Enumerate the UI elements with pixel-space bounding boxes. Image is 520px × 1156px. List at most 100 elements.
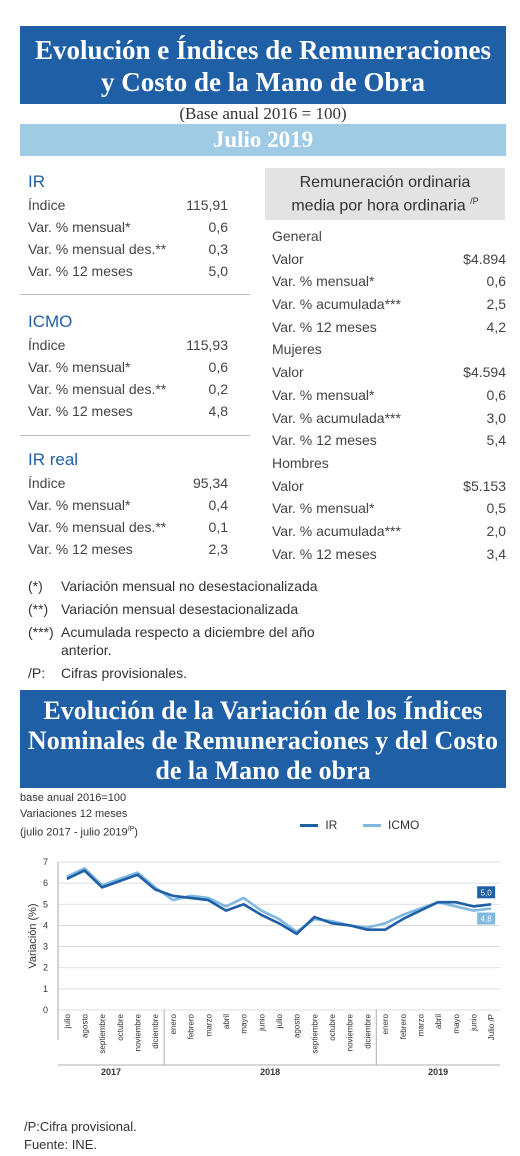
table-row: Var. % acumulada*** 3,0 xyxy=(272,409,506,426)
table-row: Var. % 12 meses 4,8 xyxy=(28,403,228,419)
x-tick-label: mayo xyxy=(240,1013,249,1033)
x-tick-label: junio xyxy=(469,1013,478,1031)
table-row: Var. % mensual* 0,6 xyxy=(28,219,228,235)
table-row: Var. % mensual des.** 0,1 xyxy=(28,519,228,535)
group-label-general: General xyxy=(272,228,322,244)
divider xyxy=(20,435,250,436)
footer-source: Fuente: INE. xyxy=(24,1137,97,1152)
year-label: 2019 xyxy=(428,1067,448,1077)
y-tick-label: 7 xyxy=(43,857,48,867)
y-tick-label: 2 xyxy=(43,963,48,973)
x-tick-label: octubre xyxy=(328,1013,337,1040)
x-tick-label: enero xyxy=(169,1013,178,1034)
y-axis: 0 1 2 3 4 5 6 7 Variación (%) xyxy=(27,857,59,1040)
chart-grid xyxy=(58,861,500,1011)
x-tick-label: diciembre xyxy=(363,1013,372,1048)
table-row: Var. % 12 meses 2,3 xyxy=(28,541,228,557)
x-tick-label: agosto xyxy=(81,1013,90,1038)
footnotes: (*) Variación mensual no desestacionaliza… xyxy=(28,577,498,687)
chart-meta-period: (julio 2017 - julio 2019/P) xyxy=(20,826,138,839)
series-line-ir xyxy=(66,869,492,936)
remuneracion-title-line2: media por hora ordinaria xyxy=(291,197,466,215)
table-row: Valor $5.153 xyxy=(272,477,506,494)
chart-title-line3: de la Mano de obra xyxy=(155,756,371,785)
table-row: Var. % mensual* 0,6 xyxy=(28,359,228,375)
main-title-line1: Evolución e Índices de Remuneraciones xyxy=(35,35,491,65)
end-labels: 5,0 4,8 xyxy=(477,886,496,925)
x-tick-label: marzo xyxy=(204,1013,213,1036)
icmo-title: ICMO xyxy=(28,312,73,331)
table-row: Var. % mensual des.** 0,3 xyxy=(28,241,228,257)
year-label: 2017 xyxy=(101,1067,121,1077)
table-row: Var. % acumulada*** 2,0 xyxy=(272,522,506,539)
x-tick-label: marzo xyxy=(416,1013,425,1036)
chart-series xyxy=(66,866,492,936)
x-tick-label: Julio /P xyxy=(487,1014,496,1040)
line-chart: 0 1 2 3 4 5 6 7 Variación (%) julio agosto septiem… xyxy=(27,857,500,1077)
remuneracion-header: Remuneración ordinaria media por hora or… xyxy=(265,168,505,220)
x-tick-label: octubre xyxy=(116,1013,125,1040)
table-row: Var. % 12 meses 5,4 xyxy=(272,432,506,449)
y-tick-label: 5 xyxy=(43,899,48,909)
y-axis-label: Variación (%) xyxy=(27,903,39,968)
legend-swatch-icmo xyxy=(362,824,381,828)
table-row: Var. % acumulada*** 2,5 xyxy=(272,296,506,313)
x-tick-label: noviembre xyxy=(346,1013,355,1051)
x-tick-label: abril xyxy=(434,1014,443,1029)
table-row: Var. % mensual* 0,5 xyxy=(272,500,506,517)
x-tick-label: diciembre xyxy=(151,1013,160,1048)
table-row: Var. % mensual* 0,6 xyxy=(272,273,506,290)
x-tick-label: agosto xyxy=(293,1013,302,1038)
end-label-icmo: 4,8 xyxy=(481,915,493,924)
remuneracion-table: General Valor $4.894 Var. % mensual* 0,6 V… xyxy=(272,225,506,565)
legend-label-ir: IR xyxy=(325,818,338,832)
footer-note: /P:Cifra provisional. xyxy=(24,1119,137,1134)
chart-title-line2: Nominales de Remuneraciones y del Costo xyxy=(27,726,499,755)
ir-real-block: IR real Índice 95,34 Var. % mensual* 0,4 V… xyxy=(28,450,228,560)
table-row: Var. % mensual* 0,6 xyxy=(272,386,506,403)
ir-real-title: IR real xyxy=(28,450,79,469)
year-label: 2018 xyxy=(260,1067,280,1077)
x-tick-label: febrero xyxy=(187,1013,196,1039)
end-label-box-icmo xyxy=(477,912,496,925)
table-row: Índice 95,34 xyxy=(28,475,228,491)
table-row: Var. % mensual des.** 0,2 xyxy=(28,381,228,397)
table-row: Var. % mensual* 0,4 xyxy=(28,497,228,513)
table-row: Índice 115,93 xyxy=(28,337,228,353)
table-row: Var. % 12 meses 4,2 xyxy=(272,318,506,335)
chart-title-banner: Evolución de la Variación de los Índices… xyxy=(20,690,506,788)
x-tick-label: septiembre xyxy=(310,1013,319,1053)
y-tick-label: 1 xyxy=(43,984,48,994)
series-line-icmo xyxy=(66,866,492,934)
footnote: (*) Variación mensual no desestacionaliza… xyxy=(28,578,318,594)
chart-meta-base: base anual 2016=100 xyxy=(20,792,127,804)
chart-meta-variation: Variaciones 12 meses xyxy=(20,808,128,820)
group-label-mujeres: Mujeres xyxy=(272,341,322,358)
footnote: (***) Acumulada respecto a diciembre del … xyxy=(28,624,315,658)
chart-title-line1: Evolución de la Variación de los Índices xyxy=(43,696,483,725)
group-label-hombres: Hombres xyxy=(272,454,329,471)
table-row: Valor $4.894 xyxy=(272,250,506,267)
ir-title: IR xyxy=(28,172,45,191)
end-label-box-ir xyxy=(477,886,496,899)
table-row: Var. % 12 meses 5,0 xyxy=(28,263,228,279)
legend-label-icmo: ICMO xyxy=(388,818,420,832)
base-year-label: (Base anual 2016 = 100) xyxy=(179,104,347,123)
x-axis: julio agosto septiembre octubre noviembre dic… xyxy=(58,1010,500,1077)
x-tick-label: junio xyxy=(257,1013,266,1031)
icmo-block: ICMO Índice 115,93 Var. % mensual* 0,6 Var… xyxy=(28,312,228,422)
x-tick-label: septiembre xyxy=(98,1013,107,1053)
main-title-banner: Evolución e Índices de Remuneraciones y … xyxy=(20,26,506,104)
table-row: Var. % 12 meses 3,4 xyxy=(272,545,506,562)
provisional-mark: /P xyxy=(470,196,479,206)
table-row: Valor $4.594 xyxy=(272,364,506,381)
table-row: Índice 115,91 xyxy=(28,197,228,213)
x-tick-label: enero xyxy=(381,1013,390,1034)
footnote: /P: Cifras provisionales. xyxy=(28,665,188,681)
main-title-line2: y Costo de la Mano de Obra xyxy=(101,67,425,97)
y-tick-label: 3 xyxy=(43,942,48,952)
y-tick-label: 0 xyxy=(43,1005,48,1015)
remuneracion-title-line1: Remuneración ordinaria xyxy=(299,174,471,191)
x-tick-label: noviembre xyxy=(134,1013,143,1051)
x-tick-label: julio xyxy=(63,1013,72,1029)
